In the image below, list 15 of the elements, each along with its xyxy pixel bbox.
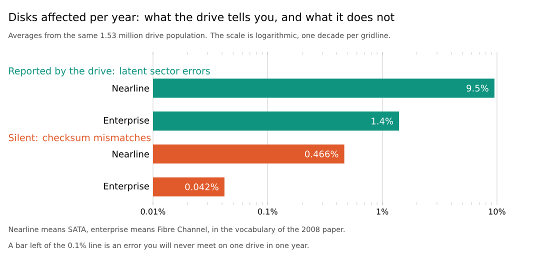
x-tick-label: 10%: [488, 208, 506, 215]
x-tick-label: 0.1%: [258, 208, 278, 215]
y-tick-label: Enterprise: [104, 182, 149, 192]
y-tick-label: Enterprise: [104, 116, 149, 126]
series-label: Reported by the drive: latent sector errors: [9, 67, 210, 76]
y-tick-label: Nearline: [112, 150, 149, 158]
data-label: 9.5%: [466, 84, 488, 92]
data-label: 1.4%: [372, 118, 394, 124]
data-label: 0.042%: [185, 183, 218, 190]
series-label: Silent: checksum mismatches: [8, 134, 151, 142]
data-label: 0.466%: [305, 150, 338, 158]
chart-title: Disks affected per year: what the drive tells you, and what it does not: [9, 12, 394, 24]
x-tick-label: 0.01%: [140, 208, 166, 215]
x-tick-label: 1%: [376, 208, 388, 215]
y-tick-label: Nearline: [112, 84, 149, 92]
